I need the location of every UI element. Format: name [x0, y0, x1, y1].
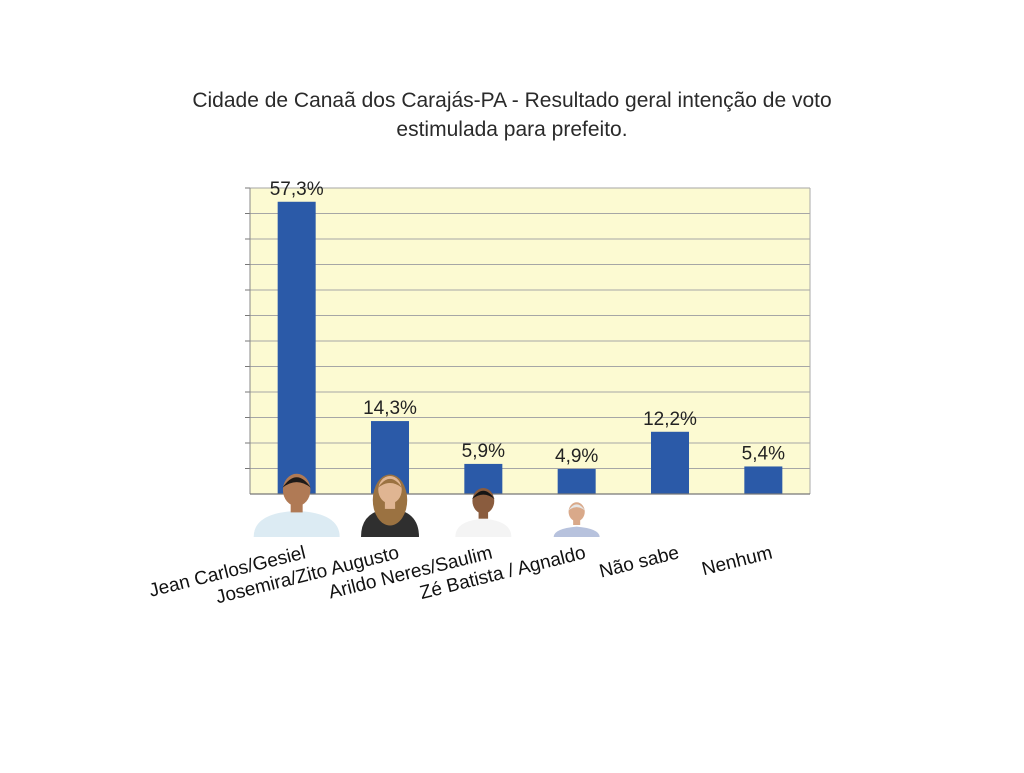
bar — [557, 469, 596, 494]
candidate-photo — [455, 488, 512, 537]
chart-title-line-2: estimulada para prefeito. — [396, 118, 628, 141]
candidate-photo — [253, 473, 340, 537]
photo-torso — [253, 510, 340, 537]
bar — [744, 466, 783, 494]
photo-hair-top — [282, 477, 311, 488]
bar — [651, 431, 689, 494]
photo-hair-top — [568, 504, 586, 511]
category-label: Não sabe — [597, 542, 681, 582]
photo-hair-top — [377, 478, 403, 488]
data-label: 12,2% — [643, 409, 697, 430]
data-label: 5,9% — [462, 441, 505, 462]
photo-torso — [553, 526, 600, 537]
candidate-photo — [553, 502, 600, 537]
data-label: 57,3% — [270, 179, 324, 200]
bar — [277, 201, 316, 494]
photo-torso — [455, 518, 512, 537]
chart-title: Cidade de Canaã dos Carajás-PA - Resulta… — [150, 86, 874, 144]
data-label: 14,3% — [363, 398, 417, 419]
photo-hair-top — [472, 490, 495, 500]
candidate-photo — [361, 474, 419, 537]
chart-title-line-1: Cidade de Canaã dos Carajás-PA - Resulta… — [192, 89, 832, 112]
data-label: 5,4% — [742, 443, 785, 464]
category-label: Nenhum — [700, 542, 775, 580]
data-label: 4,9% — [555, 446, 598, 467]
